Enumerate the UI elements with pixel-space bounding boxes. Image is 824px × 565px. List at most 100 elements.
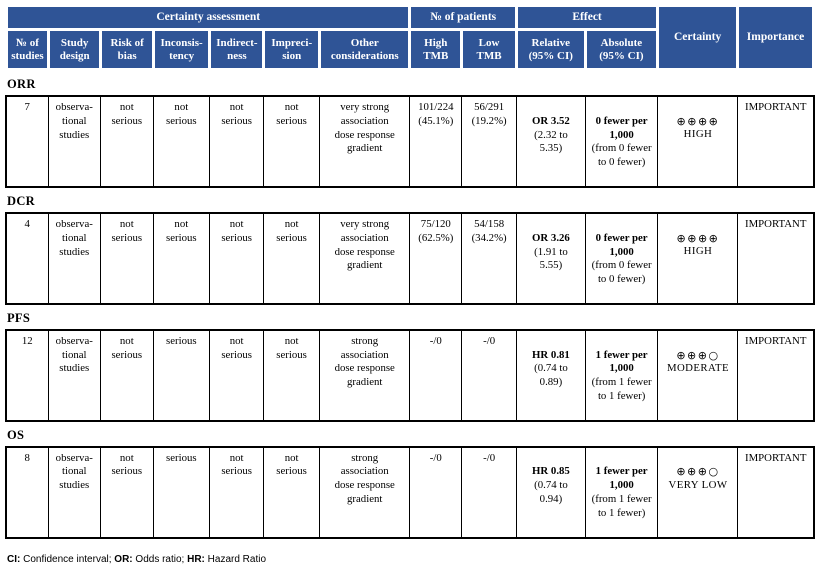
cell-other-considerations: strong association dose response gradien… [318,329,411,422]
abbr-or-text: Odds ratio; [132,553,188,565]
relative-estimate: HR 0.85 [532,465,570,478]
cell-certainty: ⊕⊕⊕○ VERY LOW [657,446,739,538]
abbr-or: OR: [114,553,133,565]
table-row: 12 observa- tional studies not serious s… [5,329,815,422]
header-col-certainty: Certainty [656,4,740,71]
cell-absolute-effect: 1 fewer per 1,000 (from 1 fewer to 1 fewe… [584,446,659,538]
cell-risk-of-bias: not serious [100,446,154,538]
cell-absolute-effect: 0 fewer per 1,000 (from 0 fewer to 0 fewe… [584,212,659,305]
cell-other-considerations: strong association dose response gradien… [318,446,411,538]
table-row: 7 observa- tional studies not serious no… [5,95,815,188]
outcome-label: ORR [7,77,36,91]
absolute-ci: (from 1 fewer to 1 fewer) [591,493,652,519]
cell-high-tmb: -/0 [409,329,463,422]
relative-estimate: HR 0.81 [532,348,570,361]
cell-risk-of-bias: not serious [100,95,154,188]
table-header: Certainty assessment № of patients Effec… [4,4,815,71]
outcome-data-table: 7 observa- tional studies not serious no… [5,95,815,188]
header-group-n-of-patients: № of patients [408,4,518,31]
outcome-section-orr: ORR 7 observa- tional studies not seriou… [5,77,817,188]
cell-risk-of-bias: not serious [100,212,154,305]
cell-inconsistency: serious [152,329,211,422]
grade-circles-icon: ⊕⊕⊕⊕ [676,231,720,245]
header-col-relative: Relative (95% CI) [514,28,587,71]
cell-absolute-effect: 0 fewer per 1,000 (from 0 fewer to 0 fewe… [584,95,659,188]
certainty-level: HIGH [683,128,713,140]
cell-study-design: observa- tional studies [47,95,102,188]
cell-inconsistency: not serious [152,95,211,188]
relative-ci: (0.74 to 0.89) [534,362,568,389]
cell-study-design: observa- tional studies [47,446,102,538]
certainty-level: MODERATE [666,361,729,374]
relative-ci: (2.32 to 5.35) [534,128,568,155]
outcome-section-pfs: PFS 12 observa- tional studies not serio… [5,311,817,422]
certainty-level: HIGH [683,244,713,257]
cell-n-studies: 7 [5,95,49,188]
relative-ci: (0.74 to 0.94) [534,479,568,506]
cell-low-tmb: 56/291 (19.2%) [461,95,518,188]
grade-circles-icon: ⊕⊕⊕⊕ [676,114,720,128]
cell-certainty: ⊕⊕⊕⊕ HIGH [657,212,739,305]
absolute-ci: (from 0 fewer to 0 fewer) [591,259,652,286]
absolute-estimate: 1 fewer per 1,000 [595,348,648,375]
cell-study-design: observa- tional studies [47,329,102,422]
outcome-label: DCR [7,193,35,208]
outcome-section-dcr: DCR 4 observa- tional studies not seriou… [5,194,817,305]
cell-indirectness: not serious [209,446,265,538]
abbr-ci: CI: [7,553,21,565]
cell-low-tmb: -/0 [461,329,518,422]
cell-imprecision: not serious [263,329,320,422]
header-group-effect: Effect [514,4,660,31]
abbreviations-note: CI: Confidence interval; OR: Odds ratio;… [7,554,817,565]
cell-importance: IMPORTANT [737,329,815,422]
header-col-absolute: Absolute (95% CI) [583,28,660,71]
cell-n-studies: 8 [5,446,49,538]
cell-low-tmb: -/0 [461,446,518,538]
abbr-ci-text: Confidence interval; [20,553,115,565]
cell-indirectness: not serious [209,95,265,188]
header-col-other-considerations: Other considerations [318,28,412,71]
cell-imprecision: not serious [263,95,320,188]
outcome-label: PFS [7,310,31,325]
outcome-data-table: 8 observa- tional studies not serious se… [5,445,815,539]
absolute-estimate: 0 fewer per 1,000 [595,231,648,258]
grade-circles-icon: ⊕⊕⊕○ [676,465,720,479]
cell-indirectness: not serious [209,329,265,422]
cell-n-studies: 4 [5,212,49,305]
cell-high-tmb: 75/120 (62.5%) [409,212,463,305]
header-col-study-design: Study design [46,28,103,71]
cell-relative-effect: HR 0.85 (0.74 to 0.94) [516,446,586,538]
table-row: 8 observa- tional studies not serious se… [5,446,815,538]
cell-imprecision: not serious [263,446,320,538]
cell-certainty: ⊕⊕⊕⊕ HIGH [657,95,739,188]
absolute-estimate: 0 fewer per 1,000 [595,114,648,141]
header-col-indirectness: Indirect- ness [208,28,266,71]
cell-absolute-effect: 1 fewer per 1,000 (from 1 fewer to 1 fewe… [584,329,659,422]
cell-relative-effect: HR 0.81 (0.74 to 0.89) [516,329,586,422]
cell-imprecision: not serious [263,212,320,305]
relative-estimate: OR 3.52 [532,114,570,127]
cell-importance: IMPORTANT [737,212,815,305]
header-col-inconsistency: Inconsis- tency [151,28,212,71]
header-col-high-tmb: High TMB [408,28,464,71]
cell-other-considerations: very strong association dose response gr… [318,95,411,188]
absolute-ci: (from 1 fewer to 1 fewer) [591,376,652,402]
relative-ci: (1.91 to 5.55) [534,245,568,272]
header-col-low-tmb: Low TMB [460,28,518,71]
abbr-hr-text: Hazard Ratio [204,553,267,565]
outcome-data-table: 12 observa- tional studies not serious s… [5,328,815,422]
cell-risk-of-bias: not serious [100,329,154,422]
cell-importance: IMPORTANT [737,95,815,188]
outcome-label: OS [7,427,25,442]
cell-relative-effect: OR 3.52 (2.32 to 5.35) [516,95,586,188]
table-row: 4 observa- tional studies not serious no… [5,212,815,305]
cell-indirectness: not serious [209,212,265,305]
certainty-level: VERY LOW [668,478,728,491]
grade-circles-icon: ⊕⊕⊕○ [676,348,720,362]
cell-inconsistency: not serious [152,212,211,305]
outcome-data-table: 4 observa- tional studies not serious no… [5,211,815,305]
header-col-n-studies: № of studies [5,28,50,71]
cell-high-tmb: 101/224 (45.1%) [409,95,463,188]
abbr-hr: HR: [187,553,205,565]
